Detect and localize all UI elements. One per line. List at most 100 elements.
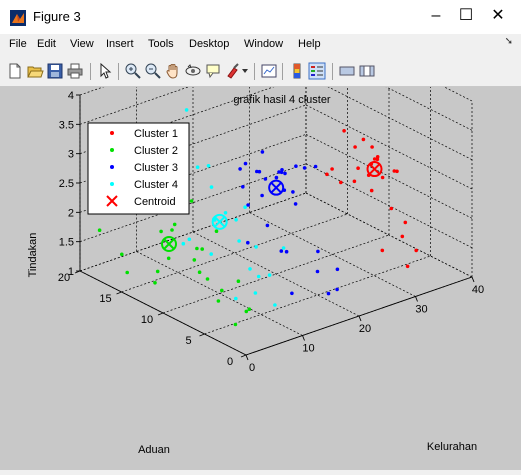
rotate-3d-icon[interactable]: [184, 62, 202, 80]
data-point: [195, 246, 199, 251]
data-point: [313, 164, 318, 169]
z-tick-label: 3.5: [59, 119, 74, 131]
colorbar-icon[interactable]: [288, 62, 306, 80]
show-plot-tools-icon[interactable]: [358, 62, 376, 80]
grid-line: [305, 104, 473, 190]
link-plot-icon[interactable]: [260, 62, 278, 80]
legend-icon[interactable]: [308, 62, 326, 80]
data-point: [400, 234, 405, 239]
z-tick-label: 1.5: [59, 237, 74, 249]
grid-line: [249, 212, 416, 297]
zoom-in-icon[interactable]: [124, 62, 142, 80]
legend-marker: [110, 148, 114, 152]
centroid-circle: [366, 161, 383, 178]
data-point: [267, 273, 272, 277]
close-button[interactable]: ✕: [491, 7, 505, 24]
menu-bar: File Edit View Insert Tools Desktop Wind…: [0, 34, 521, 56]
pan-icon[interactable]: [164, 62, 182, 80]
y-tick-label: 0: [227, 356, 233, 368]
z-tick-label: 2: [68, 207, 74, 219]
data-point: [195, 165, 200, 169]
save-icon[interactable]: [46, 62, 64, 80]
menu-tools[interactable]: Tools: [148, 38, 174, 50]
data-point: [181, 241, 186, 246]
data-point: [192, 258, 197, 262]
open-file-icon[interactable]: [26, 62, 44, 80]
data-point: [234, 218, 238, 222]
y-tick-mark: [116, 291, 122, 295]
data-point: [159, 229, 163, 234]
brush-dropdown-icon[interactable]: [242, 68, 248, 74]
data-point: [315, 269, 320, 274]
legend[interactable]: Cluster 1 Cluster 2 Cluster 3 Cluster 4 Cent…: [87, 122, 190, 215]
data-point: [273, 303, 277, 307]
data-point: [395, 169, 399, 174]
menu-file[interactable]: File: [9, 38, 27, 50]
data-point: [205, 277, 210, 281]
data-point: [372, 157, 377, 161]
data-point: [405, 264, 410, 269]
x-tick-label: 0: [249, 362, 255, 374]
legend-marker: [110, 131, 114, 135]
data-point: [256, 274, 261, 279]
data-point: [260, 193, 264, 198]
data-point: [166, 256, 171, 261]
data-point: [170, 228, 174, 232]
toolbar-separator: [90, 63, 91, 80]
menu-dock-arrow-icon[interactable]: ➘: [504, 36, 513, 47]
centroid-cross: [368, 163, 381, 175]
data-point: [155, 269, 160, 274]
menu-edit[interactable]: Edit: [37, 38, 56, 50]
new-figure-icon[interactable]: [6, 62, 24, 80]
grid-line: [204, 255, 431, 335]
data-point: [248, 267, 252, 271]
data-point: [302, 166, 307, 170]
x-tick-label: 40: [472, 284, 484, 296]
data-point: [335, 287, 339, 292]
data-point: [253, 291, 258, 295]
grid-line: [305, 46, 473, 131]
hide-plot-tools-icon[interactable]: [338, 62, 356, 80]
data-point: [238, 167, 242, 171]
legend-centroid-marker: [106, 195, 118, 207]
data-point: [392, 169, 397, 173]
data-point: [243, 205, 247, 209]
data-point: [189, 199, 194, 203]
minimize-button[interactable]: –: [431, 7, 441, 24]
z-tick-label: 3: [68, 149, 74, 161]
maximize-button[interactable]: ☐: [458, 7, 474, 24]
data-point: [172, 222, 177, 227]
data-point: [283, 171, 287, 176]
data-point: [216, 299, 221, 303]
scatter3-plot[interactable]: grafik hasil 4 cluster 0 10 20 30 40 0 5 10 15 20…: [0, 16, 521, 470]
data-point: [214, 229, 219, 233]
data-point: [342, 129, 346, 133]
y-axis-label: Aduan: [138, 444, 170, 456]
zoom-out-icon[interactable]: [144, 62, 162, 80]
chart-title: grafik hasil 4 cluster: [233, 94, 331, 106]
menu-insert[interactable]: Insert: [106, 38, 134, 50]
menu-help[interactable]: Help: [298, 38, 321, 50]
grid-line: [305, 75, 473, 160]
x-tick-mark: [302, 335, 305, 341]
data-cursor-icon[interactable]: [204, 62, 222, 80]
data-point: [290, 291, 294, 296]
brush-icon[interactable]: [224, 62, 242, 80]
figure-toolbar: [0, 57, 521, 87]
data-point: [274, 175, 279, 180]
menu-view[interactable]: View: [70, 38, 94, 50]
data-point: [254, 245, 258, 249]
menu-window[interactable]: Window: [244, 38, 284, 50]
z-tick-label: 1: [68, 266, 74, 278]
x-tick-mark: [358, 315, 362, 322]
data-point: [293, 202, 298, 206]
data-point: [97, 228, 102, 232]
select-arrow-icon[interactable]: [96, 62, 114, 80]
data-point: [236, 279, 241, 283]
centroid-circle: [268, 179, 285, 196]
data-point: [339, 180, 343, 185]
toolbar-separator: [118, 63, 119, 80]
data-point: [369, 188, 374, 193]
print-icon[interactable]: [66, 62, 84, 80]
menu-desktop[interactable]: Desktop: [189, 38, 230, 50]
